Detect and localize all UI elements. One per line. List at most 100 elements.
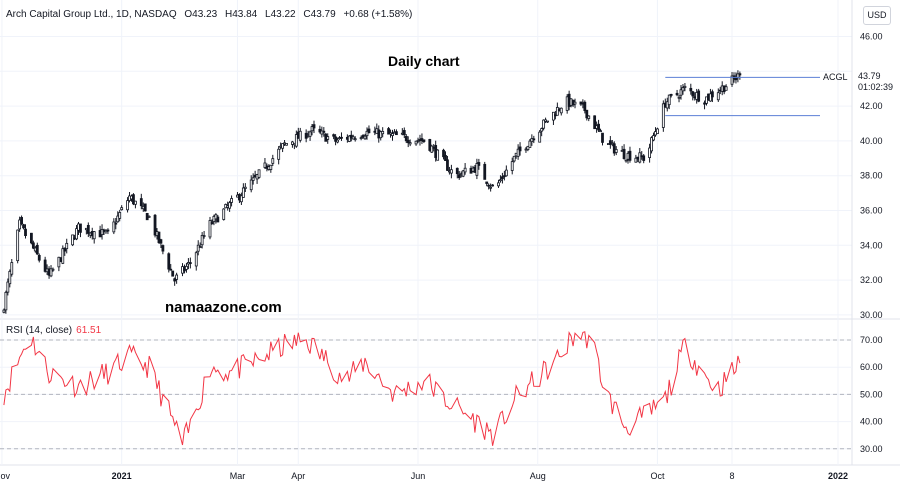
candle-body [449,169,453,174]
candle-body [656,128,659,135]
candle-body [16,229,20,262]
candle-body [463,167,467,173]
candle-body [198,246,202,249]
candle-body [57,256,61,268]
candle-body [196,244,200,252]
candle-body [71,234,75,246]
candle-body [222,208,226,220]
price-tick-label: 32.00 [860,275,883,285]
candle-body [31,242,35,249]
candle-body [120,207,124,211]
candle-body [79,223,82,233]
candle-body [6,281,10,293]
candle-body [528,140,532,148]
candle-body [61,248,65,264]
candle-body [583,101,587,112]
candle-body [326,136,330,140]
candle-body [208,220,212,238]
time-tick-label: 2022 [828,471,848,481]
candle-body [336,139,339,143]
candle-body [134,200,137,205]
candle-body [51,268,55,271]
time-tick-label: Apr [291,471,305,481]
price-tick-label: 30.00 [860,310,883,320]
candle-body [239,195,243,203]
candle-body [446,159,449,171]
candle-body [202,235,206,237]
candle-body [298,130,302,141]
candle-body [185,265,188,270]
candle-body [30,232,33,244]
candle-body [20,217,23,224]
candle-body [277,148,281,160]
candle-body [8,270,12,285]
currency-button[interactable]: USD [863,6,891,25]
candle-body [387,128,390,135]
candle-body [648,147,651,159]
candle-body [532,138,536,141]
candle-body [485,181,489,184]
candle-body [100,229,104,235]
candle-body [194,252,198,267]
candle-body [322,130,326,133]
candle-body [249,179,253,191]
candle-body [634,157,638,163]
candle-body [347,135,351,142]
candle-body [365,130,369,137]
time-tick-label: Jun [411,471,426,481]
candle-body [43,259,47,272]
last-price-badge: 43.79 01:02:39 [858,71,893,93]
candle-body [622,148,626,159]
candle-body [263,162,267,168]
candle-body [334,136,337,142]
candle-body [4,291,8,311]
rsi-legend-label: RSI (14, close) [6,325,73,336]
candle-body [601,132,604,143]
candle-body [638,152,642,163]
candle-body [241,187,245,198]
candle-body [395,131,398,136]
candle-body [157,231,161,244]
time-tick-label: 2021 [112,471,132,481]
candle-body [200,234,204,246]
candle-body [92,231,96,240]
candle-body [689,87,693,92]
candle-body [363,135,367,140]
candle-body [652,135,655,141]
symbol-name: Arch Capital Group Ltd., 1D, NASDAQ [6,9,177,20]
candle-body [573,101,577,105]
candle-body [112,221,116,233]
candle-body [593,115,597,130]
candle-body [457,174,461,179]
ohlc-close: C43.79 [303,9,336,20]
candle-body [512,155,516,162]
candle-body [167,253,171,270]
candle-body [332,134,336,137]
candle-body [24,228,27,237]
candle-body [308,131,312,137]
ohlc-open: O43.23 [184,9,218,20]
ohlc-high: H43.84 [225,9,258,20]
candle-body [175,274,179,280]
candle-body [502,175,506,178]
candle-body [487,184,491,187]
candle-body [510,161,514,171]
candle-body [683,85,687,88]
candle-body [285,143,288,146]
candle-body [540,128,544,132]
candle-body [555,107,559,116]
candle-body [716,92,720,101]
candle-body [491,184,494,187]
candle-body [22,224,25,229]
price-tick-label: 42.00 [860,101,883,111]
candle-body [559,107,563,114]
candle-body [504,169,508,177]
candle-body [230,198,233,203]
candle-body [143,203,147,212]
candle-body [310,126,314,132]
candle-body [408,142,412,145]
candle-body [679,89,683,96]
candle-body [153,214,157,236]
time-tick-label: 8 [730,471,735,481]
